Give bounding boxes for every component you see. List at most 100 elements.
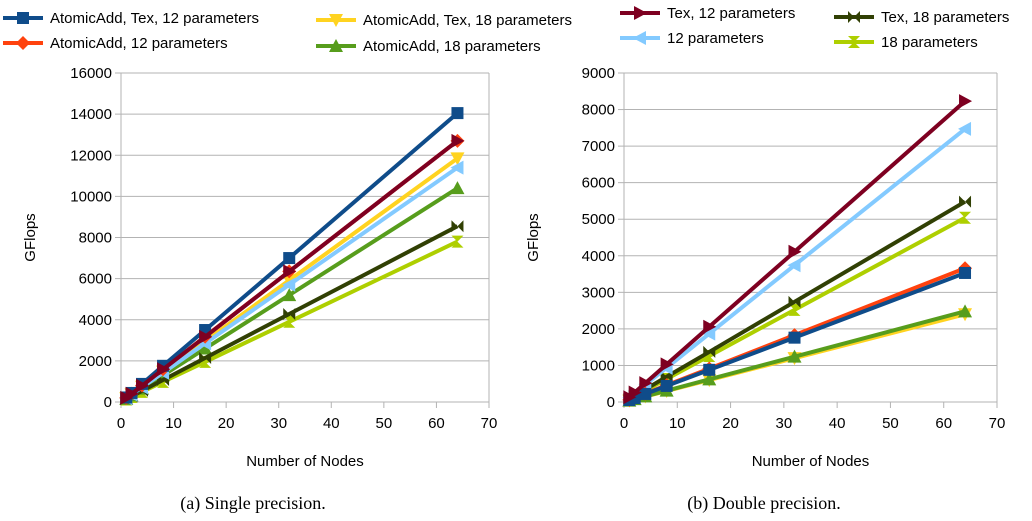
data-point <box>959 266 972 279</box>
x-tick-label: 50 <box>882 415 899 432</box>
data-point <box>199 329 213 344</box>
y-tick-label: 8000 <box>79 230 112 247</box>
chart-single-precision: 0 2000 4000 6000 8000 10000 12000 14000 16000 0 10… <box>22 65 497 470</box>
y-tick-label: 6000 <box>582 175 615 192</box>
data-point <box>703 345 716 358</box>
x-tick-label: 40 <box>323 415 340 432</box>
legend-entry-12-parameters: 12 parameters <box>620 30 764 47</box>
data-point <box>959 211 972 224</box>
caption-a: (a) Single precision. <box>180 493 325 514</box>
y-tick-label: 0 <box>104 394 112 411</box>
legend-entry-tex-18-parameters: Tex, 18 parameters <box>834 9 1009 26</box>
data-point <box>157 362 171 377</box>
y-tick-label: 3000 <box>582 284 615 301</box>
data-point <box>451 133 465 148</box>
data-point <box>787 258 801 273</box>
legend-marker <box>848 11 860 23</box>
data-point <box>703 363 716 376</box>
data-point <box>282 274 297 288</box>
data-point <box>283 315 296 328</box>
legend-label: 12 parameters <box>667 30 764 47</box>
data-point <box>136 378 150 393</box>
legend-label: AtomicAdd, 18 parameters <box>363 38 541 55</box>
x-tick-label: 40 <box>829 415 846 432</box>
x-tick-label: 30 <box>776 415 793 432</box>
series-18-parameters <box>623 211 972 406</box>
x-tick-label: 0 <box>620 415 628 432</box>
data-point <box>788 303 801 316</box>
series-tex-12-parameters <box>623 94 973 405</box>
legend-marker <box>16 36 30 50</box>
data-point <box>787 349 802 363</box>
series-line <box>125 239 459 402</box>
caption-b: (b) Double precision. <box>687 493 840 514</box>
data-point <box>451 220 464 233</box>
data-point <box>628 385 642 400</box>
data-point <box>125 386 139 401</box>
series-tex-18-parameters <box>120 220 464 406</box>
legend-label: Tex, 12 parameters <box>667 5 795 22</box>
data-point <box>703 319 717 334</box>
x-axis-label: Number of Nodes <box>752 453 870 470</box>
data-point <box>660 370 673 383</box>
data-point <box>788 295 801 308</box>
x-tick-label: 0 <box>117 415 125 432</box>
data-point <box>702 326 716 341</box>
y-tick-label: 4000 <box>79 312 112 329</box>
legend-label: AtomicAdd, 12 parameters <box>50 35 228 52</box>
x-tick-label: 30 <box>270 415 287 432</box>
y-tick-label: 9000 <box>582 65 615 82</box>
y-tick-label: 5000 <box>582 211 615 228</box>
legend-marker <box>634 6 647 20</box>
x-tick-label: 10 <box>669 415 686 432</box>
y-axis-label: GFlops <box>525 213 542 261</box>
legend-entry-18-parameters: 18 parameters <box>834 34 978 51</box>
series-tex-12-parameters <box>120 133 465 405</box>
data-point <box>450 160 464 175</box>
legend-label: AtomicAdd, Tex, 18 parameters <box>363 12 572 29</box>
chart-double-precision: 0 1000 2000 3000 4000 5000 6000 7000 8000 9000 0 10… <box>525 65 1005 470</box>
y-tick-label: 10000 <box>70 188 112 205</box>
legend-label: AtomicAdd, Tex, 12 parameters <box>50 10 259 27</box>
legend-label: Tex, 18 parameters <box>881 9 1009 26</box>
legend-entry-atomicadd-12-parameters: AtomicAdd, 12 parameters <box>3 35 228 52</box>
data-point <box>959 195 972 208</box>
y-tick-label: 2000 <box>79 353 112 370</box>
data-point <box>198 341 213 355</box>
data-point <box>450 152 465 166</box>
y-tick-label: 12000 <box>70 147 112 164</box>
legend-left: AtomicAdd, Tex, 12 parameters AtomicAdd, … <box>3 10 572 55</box>
data-point <box>282 277 296 292</box>
legend-entry-tex-12-parameters: Tex, 12 parameters <box>620 5 795 22</box>
y-tick-label: 16000 <box>70 65 112 82</box>
y-tick-label: 0 <box>607 394 615 411</box>
x-tick-label: 20 <box>218 415 235 432</box>
data-point <box>958 121 972 136</box>
data-point <box>702 372 717 386</box>
x-tick-label: 60 <box>428 415 445 432</box>
y-tick-label: 2000 <box>582 321 615 338</box>
legend-right: Tex, 12 parameters Tex, 18 parameters 12 p… <box>620 5 1009 51</box>
x-tick-label: 50 <box>376 415 393 432</box>
data-point <box>660 379 673 392</box>
data-point <box>283 307 296 320</box>
data-point <box>639 387 652 400</box>
data-point <box>660 357 674 372</box>
data-point <box>451 107 464 120</box>
data-point <box>283 264 297 279</box>
y-tick-label: 4000 <box>582 248 615 265</box>
legend-entry-atomicadd-tex-12-parameters: AtomicAdd, Tex, 12 parameters <box>3 10 259 27</box>
x-tick-label: 10 <box>165 415 182 432</box>
series-line <box>628 216 966 401</box>
series-atomicadd-18-parameters <box>119 181 465 405</box>
y-tick-label: 6000 <box>79 271 112 288</box>
data-point <box>788 331 801 344</box>
legend-label: 18 parameters <box>881 34 978 51</box>
legend-marker <box>329 39 343 52</box>
x-tick-label: 70 <box>989 415 1006 432</box>
series-12-parameters <box>119 160 464 406</box>
data-point <box>959 94 973 109</box>
y-tick-label: 7000 <box>582 138 615 155</box>
data-point <box>450 181 465 195</box>
